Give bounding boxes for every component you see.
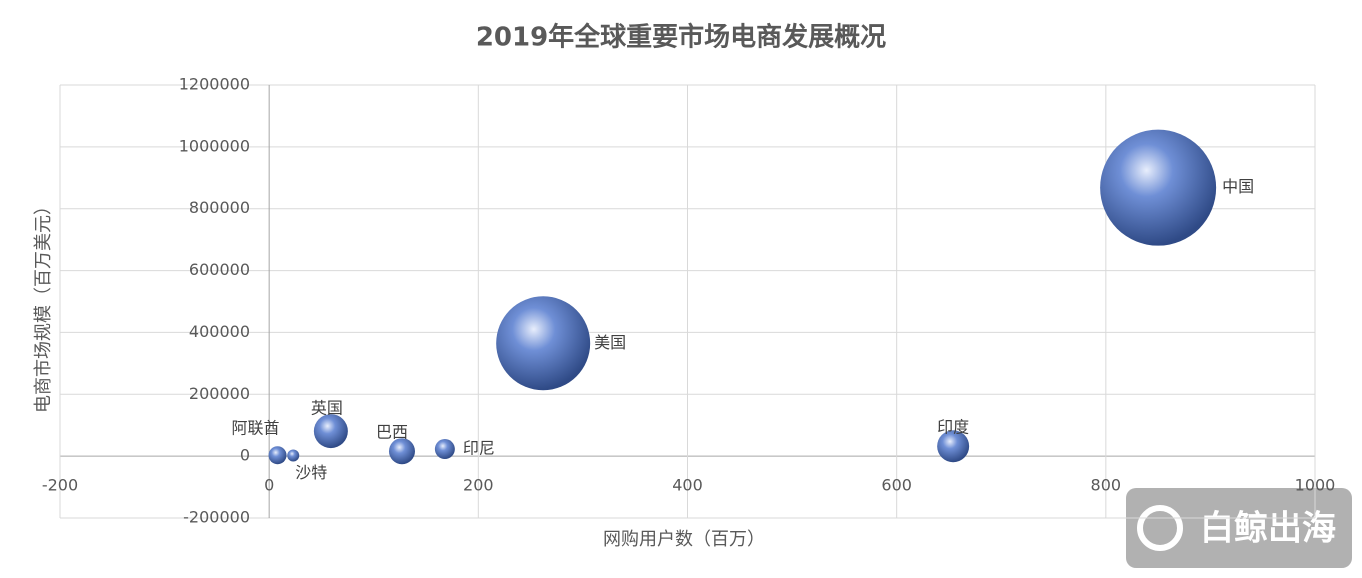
data-label: 巴西 [376,423,408,442]
bubble [1100,129,1217,246]
y-tick-label: 600000 [189,260,250,279]
y-axis-title: 电商市场规模（百万美元） [33,197,54,413]
data-label: 阿联酋 [232,419,280,438]
y-tick-label: 0 [240,446,250,465]
bubble [313,414,348,449]
watermark-logo [1137,505,1183,551]
y-tick-label: 400000 [189,322,250,341]
x-tick-label: 0 [264,476,274,495]
bubble [388,438,415,465]
bubble [287,449,300,462]
watermark-bg [1126,488,1352,568]
x-tick-label: 1000 [1295,476,1336,495]
data-label: 印度 [937,418,969,437]
watermark: 白鲸出海 [1126,488,1352,568]
data-label: 美国 [594,333,626,352]
data-label: 印尼 [463,439,495,458]
y-tick-label: -200000 [183,508,250,527]
bubble [434,439,455,460]
bubble [937,430,970,463]
x-tick-label: 200 [463,476,494,495]
y-tick-label: 200000 [189,384,250,403]
x-tick-label: 400 [672,476,703,495]
bubble [268,446,287,465]
x-tick-label: 800 [1091,476,1122,495]
bubble [496,296,591,391]
y-tick-label: 1200000 [179,75,250,94]
x-axis-title: 网购用户数（百万） [603,529,765,550]
y-tick-label: 1000000 [179,136,250,155]
x-tick-label: 600 [881,476,912,495]
x-tick-label: -200 [42,476,78,495]
chart-title: 2019年全球重要市场电商发展概况 [476,22,886,53]
y-tick-label: 800000 [189,198,250,217]
data-label: 沙特 [295,463,327,482]
data-label: 中国 [1222,177,1254,196]
data-label: 英国 [311,399,343,418]
watermark-text: 白鲸出海 [1200,509,1336,549]
